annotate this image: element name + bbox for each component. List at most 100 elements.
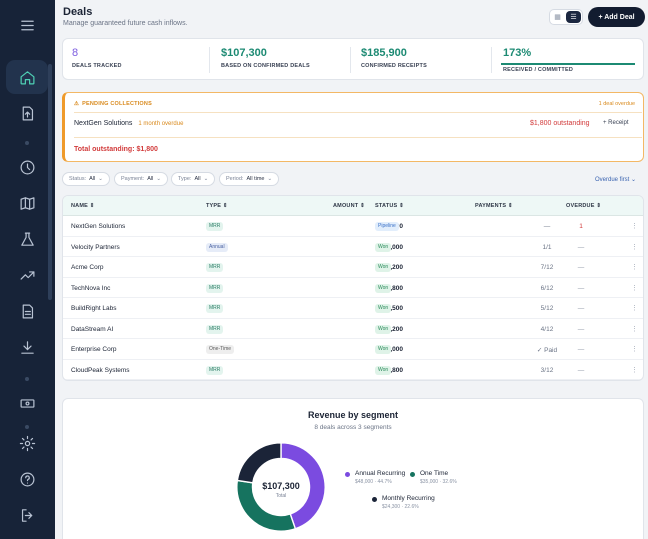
table-row[interactable]: CloudPeak Systems MRR $6,800 Won 3/12 — ⋮ xyxy=(63,360,643,380)
legend-name: Monthly Recurring xyxy=(382,495,435,502)
divider xyxy=(209,47,210,73)
legend-name: Annual Recurring xyxy=(355,470,406,477)
filter-label: Type: xyxy=(178,176,192,182)
table-row[interactable]: Acme Corp MRR $3,200 Won 7/12 — ⋮ xyxy=(63,257,643,278)
pending-total: Total outstanding: $1,800 xyxy=(74,146,158,153)
stat-value: $185,900 xyxy=(361,47,407,59)
type-badge: MRR xyxy=(206,304,224,313)
row-menu-icon[interactable]: ⋮ xyxy=(631,284,638,292)
map-icon[interactable] xyxy=(6,186,48,220)
type-badge: One-Time xyxy=(206,345,235,354)
document-icon[interactable] xyxy=(6,294,48,328)
payments-value: 1/1 xyxy=(542,243,552,251)
donut-total-label: Total xyxy=(275,493,287,499)
payments-value: 4/12 xyxy=(540,325,554,333)
legend-item: Annual Recurring $48,000 · 44.7% xyxy=(345,470,415,490)
help-icon[interactable] xyxy=(6,462,48,496)
main-content: Deals Manage guaranteed future cash infl… xyxy=(55,0,648,539)
col-name-label: NAME xyxy=(71,203,88,209)
deal-name: Enterprise Corp xyxy=(71,346,117,353)
download-icon[interactable] xyxy=(6,330,48,364)
status-badge: Won xyxy=(375,304,392,313)
table-row[interactable]: TechNova Inc MRR $2,800 Won 6/12 — ⋮ xyxy=(63,278,643,298)
status-badge: Won xyxy=(375,263,392,272)
filter-value: All time xyxy=(246,176,265,182)
period-filter[interactable]: Period: All time ⌄ xyxy=(219,172,280,186)
chevron-down-icon: ⌄ xyxy=(631,177,637,183)
grid-view-icon[interactable]: ▦ xyxy=(554,14,561,21)
col-type[interactable]: TYPE ⇕ xyxy=(206,203,228,209)
donut-center: $107,300 Total xyxy=(235,481,327,499)
trending-icon[interactable] xyxy=(6,258,48,292)
sidebar xyxy=(0,0,55,539)
payments-value: 6/12 xyxy=(540,284,554,292)
legend-item: One Time $35,000 · 32.6% xyxy=(410,470,480,490)
row-menu-icon[interactable]: ⋮ xyxy=(631,325,638,333)
col-amount-label: AMOUNT xyxy=(333,203,359,209)
col-overdue-label: OVERDUE xyxy=(566,203,595,209)
legend-name: One Time xyxy=(420,470,449,477)
payment-filter[interactable]: Payment: All ⌄ xyxy=(114,172,168,186)
overdue-count: 1 deal overdue xyxy=(598,101,635,107)
row-menu-icon[interactable]: ⋮ xyxy=(631,264,638,271)
col-payments-label: PAYMENTS xyxy=(475,203,507,209)
row-menu-icon[interactable]: ⋮ xyxy=(631,305,638,312)
table-row[interactable]: BuildRight Labs MRR $4,500 Won 5/12 — ⋮ xyxy=(63,298,643,319)
row-menu-icon[interactable]: ⋮ xyxy=(631,243,638,251)
table-row[interactable]: DataStream AI MRR $5,200 Won 4/12 — ⋮ xyxy=(63,319,643,339)
divider xyxy=(350,47,351,73)
legend-detail: $48,000 · 44.7% xyxy=(355,479,392,485)
payments-value: ✓ Paid xyxy=(536,347,558,354)
col-overdue[interactable]: OVERDUE ⇕ xyxy=(566,203,602,209)
upload-icon[interactable] xyxy=(6,96,48,130)
stat-value: $107,300 xyxy=(221,47,267,59)
add-receipt-button[interactable]: + Receipt xyxy=(603,120,629,126)
cash-icon[interactable] xyxy=(6,386,48,420)
add-deal-button[interactable]: + Add Deal xyxy=(588,7,645,27)
logout-icon[interactable] xyxy=(6,498,48,532)
status-badge: Won xyxy=(375,242,392,252)
type-badge: MRR xyxy=(206,263,224,272)
row-menu-icon[interactable]: ⋮ xyxy=(631,366,638,374)
row-menu-icon[interactable]: ⋮ xyxy=(631,223,638,230)
deals-table: NAME ⇕ TYPE ⇕ AMOUNT ⇕ STATUS ⇕ PAYMENTS… xyxy=(62,195,644,381)
row-menu-icon[interactable]: ⋮ xyxy=(631,346,638,353)
col-status[interactable]: STATUS ⇕ xyxy=(375,203,404,209)
type-filter[interactable]: Type: All ⌄ xyxy=(171,172,216,186)
gear-icon[interactable] xyxy=(6,426,48,460)
sidebar-scrollbar[interactable] xyxy=(48,64,52,300)
received-progress-bar xyxy=(501,63,635,65)
page-title: Deals xyxy=(63,6,93,18)
overdue-value: — xyxy=(577,284,585,292)
table-row[interactable]: Enterprise Corp One-Time $35,000 Won ✓ Paid —… xyxy=(63,339,643,360)
deal-amount: $5,200 xyxy=(383,325,403,333)
table-row[interactable]: Velocity Partners Annual $48,000 Won 1/1 — ⋮ xyxy=(63,237,643,257)
col-name[interactable]: NAME ⇕ xyxy=(71,203,95,209)
stat-based-on-confirmed: $107,300 BASED ON CONFIRMED DEALS xyxy=(221,47,310,69)
flask-icon[interactable] xyxy=(6,222,48,256)
status-filter[interactable]: Status: All ⌄ xyxy=(62,172,110,186)
filter-label: Status: xyxy=(69,176,87,182)
stat-label: RECEIVED / COMMITTED xyxy=(503,67,574,73)
stats-card: 8 DEALS TRACKED $107,300 BASED ON CONFIR… xyxy=(62,38,644,80)
type-badge: MRR xyxy=(206,283,224,293)
donut-slice[interactable] xyxy=(236,442,282,484)
filter-value: All xyxy=(89,176,96,182)
revenue-card: Revenue by segment 8 deals across 3 segm… xyxy=(62,398,644,539)
col-payments[interactable]: PAYMENTS ⇕ xyxy=(475,203,513,209)
revenue-subtitle: 8 deals across 3 segments xyxy=(314,424,392,431)
sort-select[interactable]: Overdue first ⌄ xyxy=(595,176,636,183)
deal-amount: $35,000 xyxy=(379,346,404,353)
divider xyxy=(74,112,642,113)
list-view-icon[interactable]: ☰ xyxy=(566,11,581,23)
overdue-value: — xyxy=(577,325,585,333)
payments-value: 7/12 xyxy=(540,264,554,271)
menu-icon[interactable] xyxy=(6,8,48,42)
col-amount[interactable]: AMOUNT ⇕ xyxy=(333,203,365,209)
legend-detail: $35,000 · 32.6% xyxy=(420,479,457,485)
chevron-down-icon: ⌄ xyxy=(98,176,103,182)
col-type-label: TYPE xyxy=(206,203,222,209)
home-icon[interactable] xyxy=(6,60,48,94)
clock-icon[interactable] xyxy=(6,150,48,184)
